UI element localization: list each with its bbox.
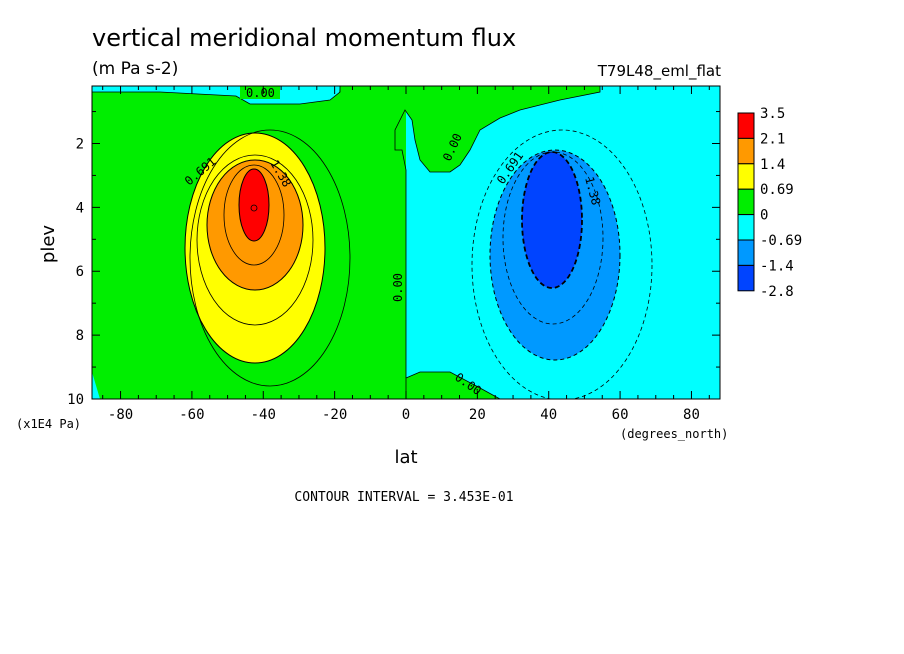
colorbar-label: 1.4 bbox=[760, 157, 785, 173]
contour-positive-1 bbox=[189, 129, 351, 387]
fill-green-intrusion bbox=[338, 86, 600, 172]
zero-contour-main bbox=[394, 86, 601, 378]
fill-bottom-green-tongue bbox=[406, 372, 500, 399]
contour-positive-4 bbox=[206, 159, 304, 291]
contour-positive-6 bbox=[238, 168, 270, 242]
x-tick-label: 40 bbox=[540, 407, 557, 423]
y-tick-label: 4 bbox=[76, 200, 84, 216]
y-axis: 2 4 6 8 10 bbox=[67, 111, 720, 408]
y-tick-label: 10 bbox=[67, 392, 84, 408]
colorbar-label: -2.8 bbox=[760, 284, 794, 300]
colorbar-swatch bbox=[737, 239, 755, 266]
run-label: T79L48_eml_flat bbox=[597, 62, 721, 81]
x-tick-label: 0 bbox=[402, 407, 410, 423]
y-axis-label: plev bbox=[38, 225, 59, 264]
colorbar-swatch bbox=[737, 214, 755, 241]
zero-contour-top bbox=[92, 86, 341, 105]
colorbar-swatch bbox=[737, 264, 755, 292]
colorbar-swatch bbox=[737, 137, 755, 165]
x-tick-label: -60 bbox=[179, 407, 204, 423]
contour-interval: CONTOUR INTERVAL = 3.453E-01 bbox=[294, 490, 513, 505]
colorbar-swatch bbox=[737, 188, 755, 216]
colorbar-label: 2.1 bbox=[760, 131, 785, 147]
contour-label-zero-top: 0.00 bbox=[246, 86, 275, 100]
contour-positive-5 bbox=[223, 164, 285, 266]
colorbar-label: 0 bbox=[760, 208, 768, 224]
contour-positive-3 bbox=[196, 154, 314, 326]
contour-positive-peak bbox=[250, 204, 258, 212]
y-units: (x1E4 Pa) bbox=[16, 417, 81, 431]
x-tick-label: 60 bbox=[612, 407, 629, 423]
x-axis-label: lat bbox=[394, 447, 417, 468]
x-tick-label: -20 bbox=[322, 407, 347, 423]
chart-units: (m Pa s-2) bbox=[92, 59, 178, 79]
colorbar-label: -1.4 bbox=[760, 258, 794, 274]
contour-negative-2 bbox=[489, 149, 621, 361]
x-tick-label: 80 bbox=[683, 407, 700, 423]
colorbar-label: -0.69 bbox=[760, 233, 802, 249]
colorbar-swatch bbox=[737, 163, 755, 190]
colorbar-swatch bbox=[737, 112, 755, 139]
x-units: (degrees_north) bbox=[620, 427, 728, 441]
contour-label-zero-equator: 0.00 bbox=[391, 273, 405, 302]
x-axis: -80 -60 -40 -20 0 20 40 60 80 bbox=[102, 86, 710, 423]
y-tick-label: 6 bbox=[76, 264, 84, 280]
fill-bottom-cyan-corner bbox=[92, 372, 100, 399]
y-tick-label: 8 bbox=[76, 328, 84, 344]
chart-title: vertical meridional momentum flux bbox=[92, 24, 516, 52]
contour-label-bg bbox=[240, 86, 280, 99]
fill-level-dark-blue bbox=[522, 152, 582, 288]
x-tick-label: 20 bbox=[469, 407, 486, 423]
colorbar-label: 0.69 bbox=[760, 182, 794, 198]
y-tick-label: 2 bbox=[76, 136, 84, 152]
zero-contour-bottom bbox=[405, 371, 501, 399]
x-tick-label: -80 bbox=[108, 407, 133, 423]
colorbar: 3.5 2.1 1.4 0.69 0 -0.69 -1.4 -2.8 bbox=[737, 106, 802, 300]
plot-fill bbox=[92, 86, 720, 399]
contour-negative-4 bbox=[521, 151, 583, 289]
x-tick-label: -40 bbox=[251, 407, 276, 423]
contour-positive-2 bbox=[184, 132, 326, 364]
colorbar-label: 3.5 bbox=[760, 106, 785, 122]
contour-negative-1 bbox=[471, 129, 653, 399]
